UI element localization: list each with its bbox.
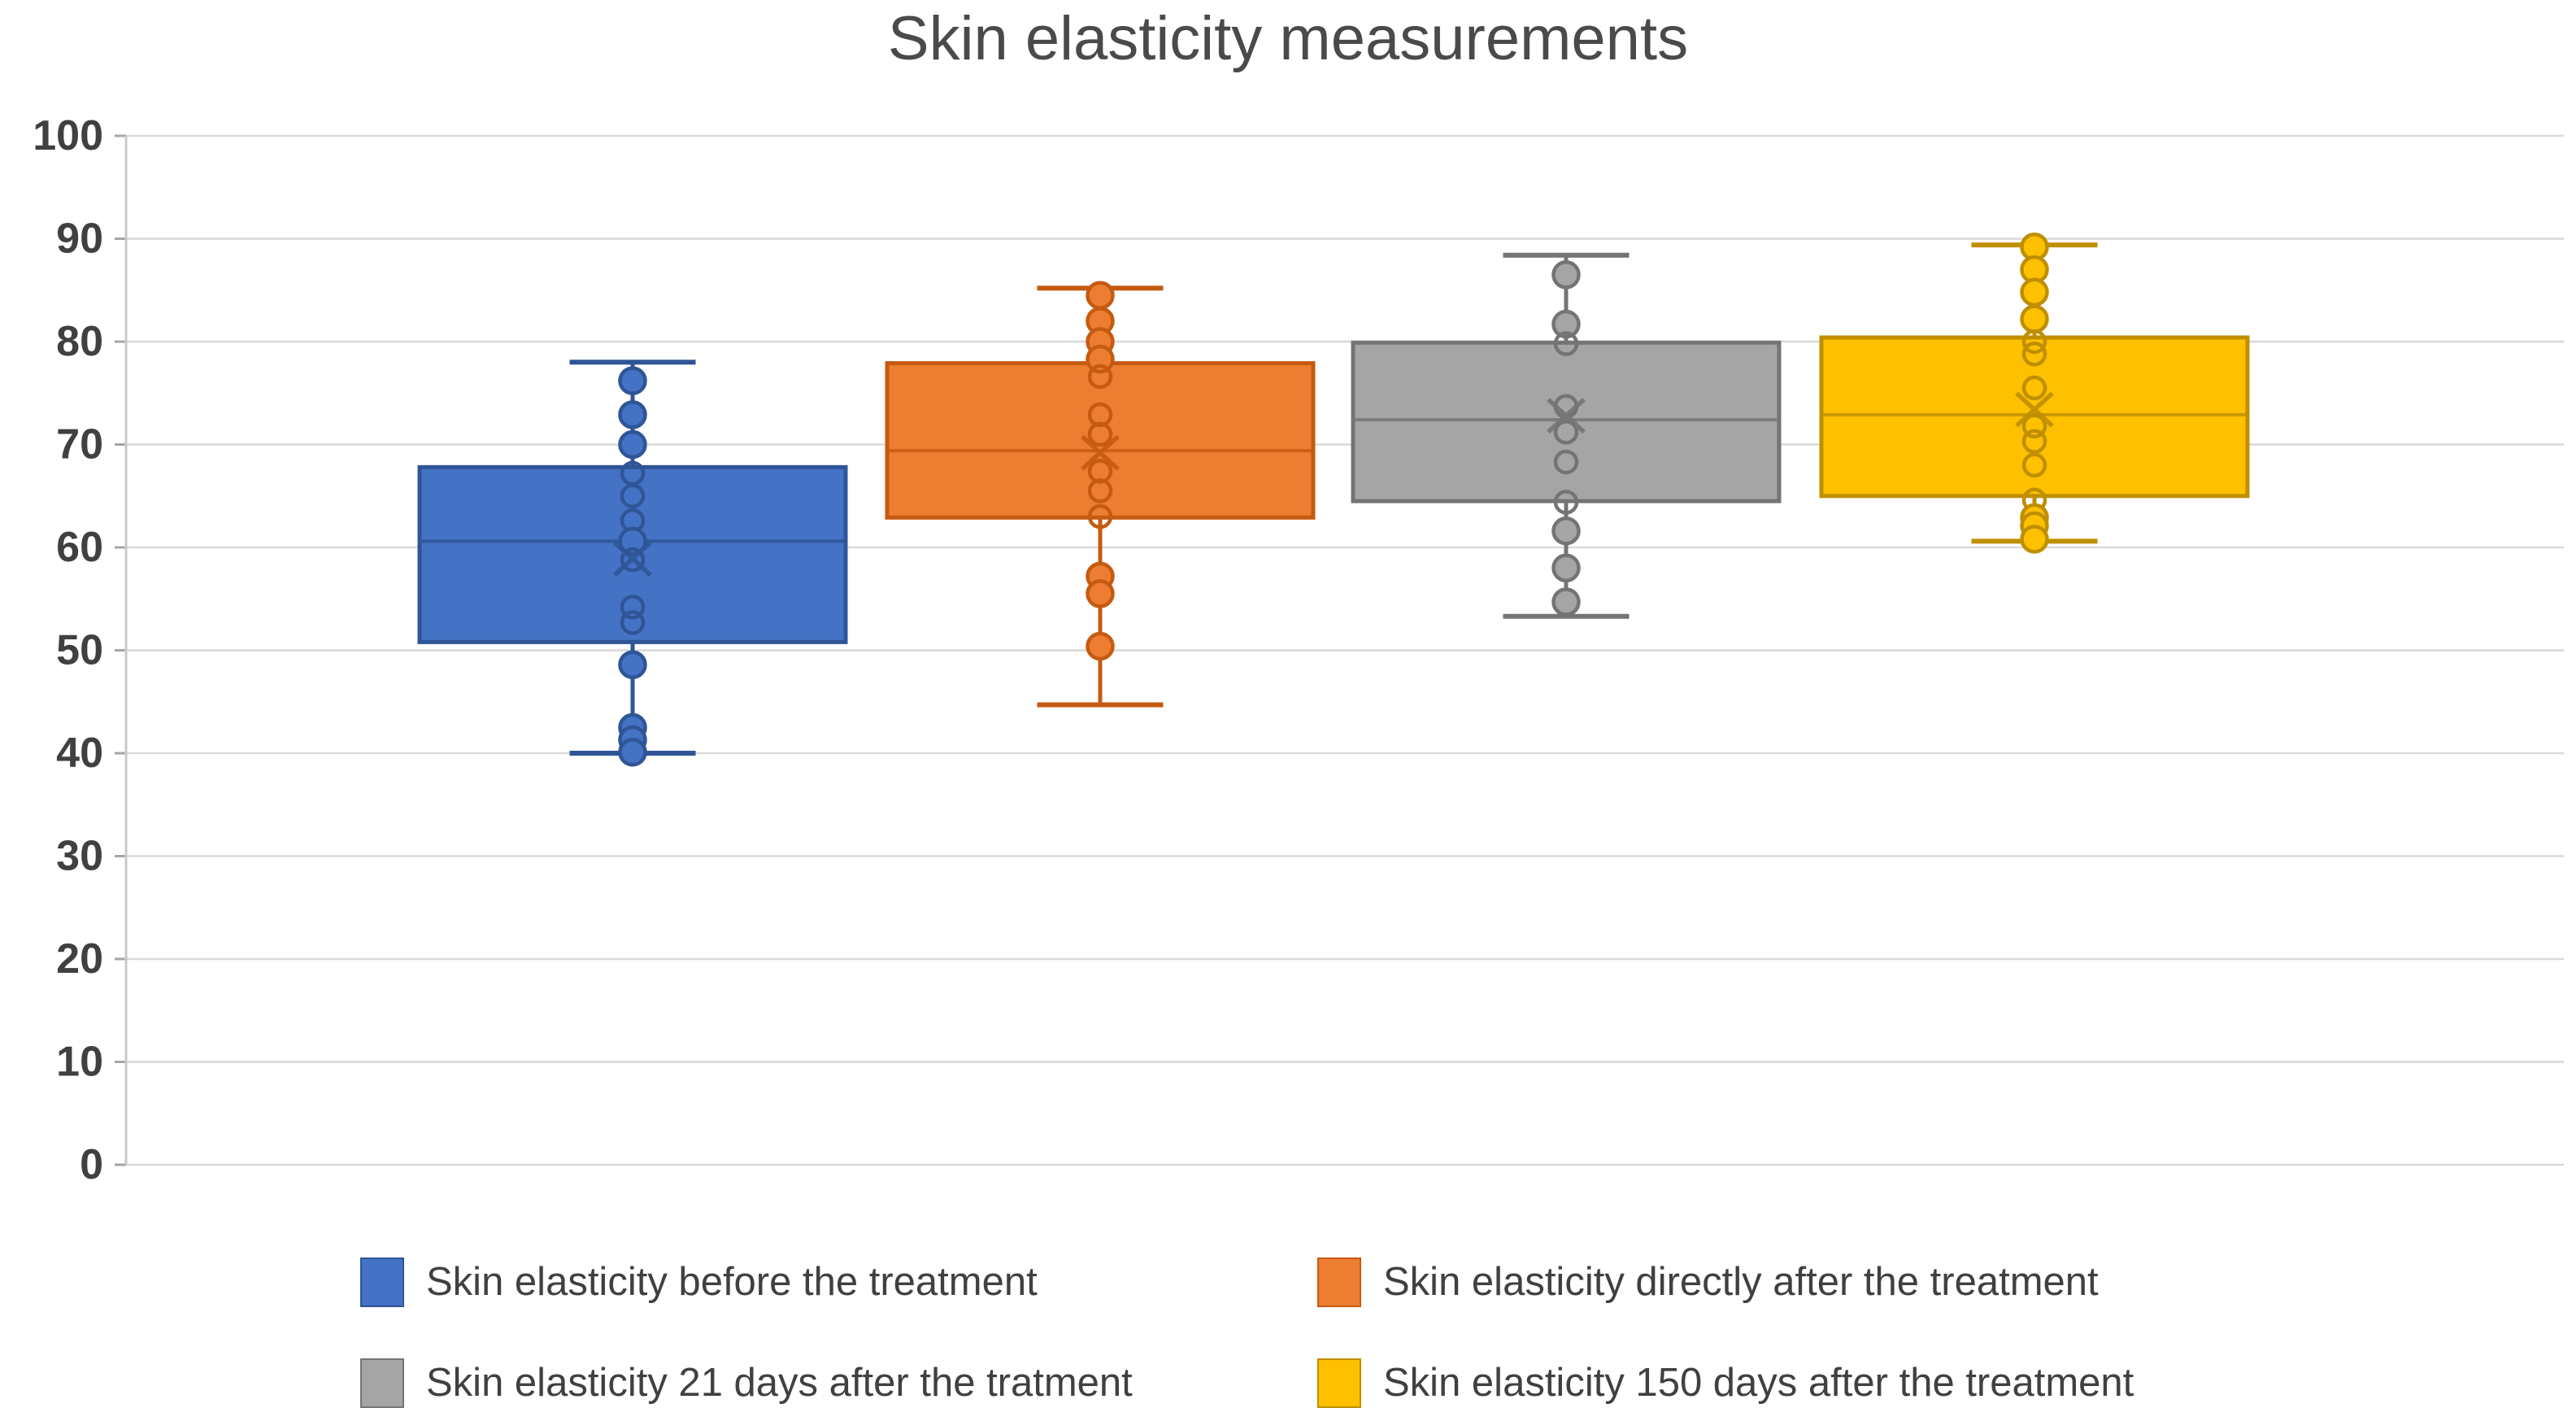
data-point [1551, 553, 1581, 583]
box-series-2 [885, 281, 1316, 708]
y-tick-label: 70 [56, 421, 103, 469]
mean-marker [613, 540, 652, 577]
y-tick-label: 60 [56, 524, 103, 571]
data-point [1553, 331, 1579, 356]
data-point [618, 526, 647, 556]
data-point [2021, 375, 2047, 401]
y-tick-label: 90 [56, 216, 103, 263]
data-point [618, 400, 647, 429]
data-point [2021, 429, 2047, 454]
data-point [1086, 344, 1115, 374]
data-point [1087, 503, 1113, 530]
data-point [1087, 478, 1113, 503]
data-point [618, 429, 647, 460]
mean-marker [1547, 398, 1586, 434]
data-point [620, 595, 646, 620]
data-point [1086, 579, 1115, 608]
data-point [1087, 421, 1113, 447]
data-point [1551, 517, 1581, 546]
data-point [1086, 281, 1115, 310]
mean-marker [1081, 434, 1120, 471]
data-point [2021, 452, 2047, 478]
y-tick-label: 80 [56, 318, 103, 365]
data-point [2021, 413, 2047, 438]
box-series-3 [1351, 252, 1782, 619]
data-point [2021, 329, 2047, 355]
data-point [618, 366, 647, 395]
data-point [1551, 309, 1581, 339]
data-point [2020, 525, 2049, 554]
data-point [618, 650, 647, 679]
y-tick-label: 40 [56, 730, 103, 777]
data-point [1551, 587, 1581, 617]
y-tick-label: 100 [33, 112, 103, 159]
data-point [620, 610, 646, 635]
data-point [620, 547, 646, 573]
y-tick-label: 50 [56, 627, 103, 674]
y-tick-label: 10 [56, 1039, 103, 1086]
data-point [1553, 449, 1579, 475]
data-point [1086, 631, 1115, 661]
data-point [2020, 277, 2049, 307]
data-point [1087, 364, 1113, 390]
chart-title: Skin elasticity measurements [887, 4, 1689, 73]
data-point [1553, 490, 1579, 515]
data-point [1551, 260, 1581, 290]
data-point [618, 737, 647, 767]
y-tick-label: 20 [56, 935, 103, 983]
box-series-4 [1819, 232, 2250, 554]
y-tick-label: 0 [80, 1141, 103, 1188]
y-tick-label: 30 [56, 833, 103, 880]
data-point [1553, 420, 1579, 445]
data-point [620, 483, 646, 508]
data-point [2020, 304, 2049, 333]
data-point [2021, 341, 2047, 367]
mean-marker [2015, 391, 2054, 428]
box-series-1 [417, 360, 848, 767]
